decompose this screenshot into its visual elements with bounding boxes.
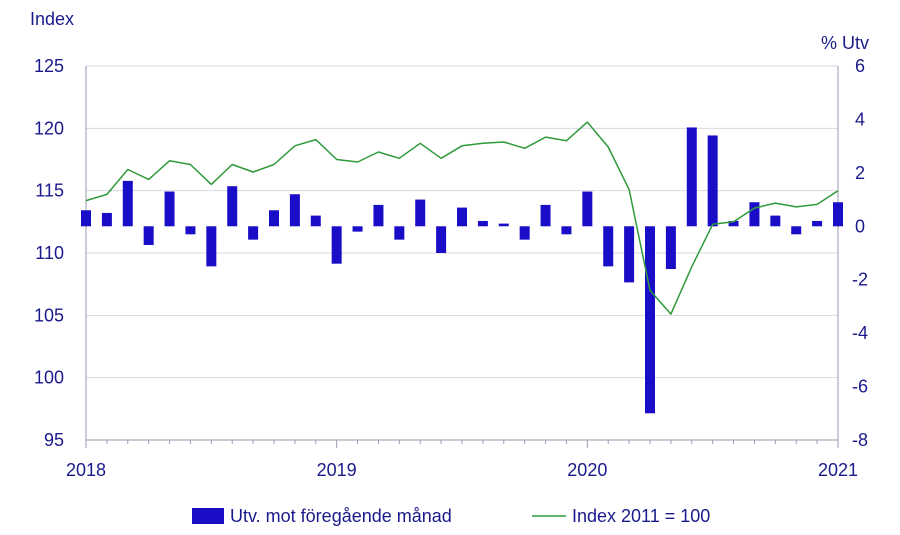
bar [686,127,697,227]
legend-label-line: Index 2011 = 100 [572,506,710,526]
bar [289,194,300,227]
bar [582,191,593,227]
bar [269,210,279,227]
series-line [85,121,839,315]
bar [310,215,321,227]
right-tick-label: 2 [855,163,865,183]
legend-label-bars: Utv. mot föregående månad [230,506,452,526]
bar [122,180,133,227]
right-axis: 6 4 2 0 -2 -4 -6 -8 [852,56,868,450]
legend: Utv. mot föregående månad Index 2011 = 1… [192,506,710,526]
right-tick-label: -2 [852,270,868,290]
bar [498,223,509,227]
x-tick-label: 2019 [317,460,357,480]
bar [206,226,217,267]
bar [331,226,342,264]
left-tick-label: 115 [35,181,64,201]
bar [519,226,530,240]
x-tick-label: 2020 [567,460,607,480]
bar [728,220,739,227]
bar [561,226,572,235]
right-axis-title: % Utv [821,33,869,53]
right-tick-label: -6 [852,377,868,397]
bar [394,226,405,240]
x-axis: 2018 2019 2020 2021 [66,66,858,480]
bar [477,220,488,227]
right-tick-label: -8 [852,430,868,450]
left-tick-label: 125 [34,56,64,76]
bar-series [81,127,843,414]
right-tick-label: -4 [852,323,868,343]
bar [791,226,802,235]
bar [624,226,635,283]
x-tick-label: 2021 [818,460,858,480]
left-tick-label: 120 [34,118,64,138]
right-tick-label: 4 [855,109,865,129]
bar [603,226,614,267]
right-tick-label: 0 [855,216,865,236]
bar [457,207,467,227]
bar [540,204,551,227]
bar [143,226,154,245]
bar [665,226,676,270]
bar [227,186,238,227]
left-tick-label: 95 [44,430,64,450]
bar [812,220,823,227]
bar [707,135,718,227]
left-axis: 125 120 115 110 105 100 95 [34,56,64,450]
bar [248,226,259,240]
bar [373,204,384,227]
legend-swatch-bars [192,508,224,524]
bar [645,226,655,414]
bar [352,226,363,232]
bar [770,215,781,227]
bar [185,226,196,235]
bar [81,210,91,227]
left-tick-label: 100 [34,368,64,388]
left-axis-title: Index [30,9,74,29]
bar [101,212,112,227]
right-tick-label: 6 [855,56,865,76]
bar [415,199,426,227]
left-tick-label: 110 [35,243,64,263]
bar [749,202,760,227]
line-series [85,121,839,315]
bar [436,226,447,253]
left-tick-label: 105 [34,305,64,325]
bar [833,202,843,227]
x-tick-label: 2018 [66,460,106,480]
bar [164,191,175,227]
